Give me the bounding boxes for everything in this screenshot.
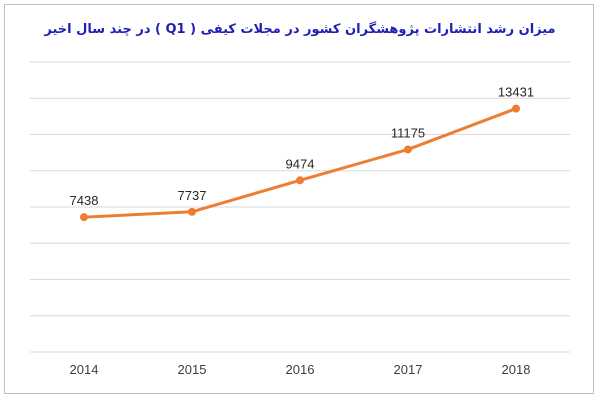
data-label: 9474 bbox=[286, 156, 315, 171]
data-point bbox=[188, 207, 196, 216]
x-axis-ticks: 2014 2015 2016 2017 2018 bbox=[70, 362, 531, 377]
data-point bbox=[80, 213, 88, 222]
chart-frame bbox=[4, 4, 594, 394]
data-point bbox=[404, 145, 412, 154]
data-point bbox=[512, 104, 520, 113]
gridlines bbox=[30, 61, 570, 353]
data-label: 11175 bbox=[391, 125, 425, 140]
data-label: 13431 bbox=[498, 85, 534, 100]
data-label: 7438 bbox=[70, 193, 99, 208]
x-tick-label: 2015 bbox=[178, 362, 207, 377]
data-points bbox=[80, 104, 520, 222]
data-point bbox=[296, 176, 304, 185]
data-labels: 7438 7737 9474 11175 13431 bbox=[70, 85, 535, 209]
x-tick-label: 2014 bbox=[70, 362, 99, 377]
x-tick-label: 2018 bbox=[502, 362, 531, 377]
data-label: 7737 bbox=[178, 188, 207, 203]
x-tick-label: 2016 bbox=[286, 362, 315, 377]
chart-title: میزان رشد انتشارات پژوهشگران کشور در مجل… bbox=[44, 22, 556, 37]
x-tick-label: 2017 bbox=[394, 362, 423, 377]
